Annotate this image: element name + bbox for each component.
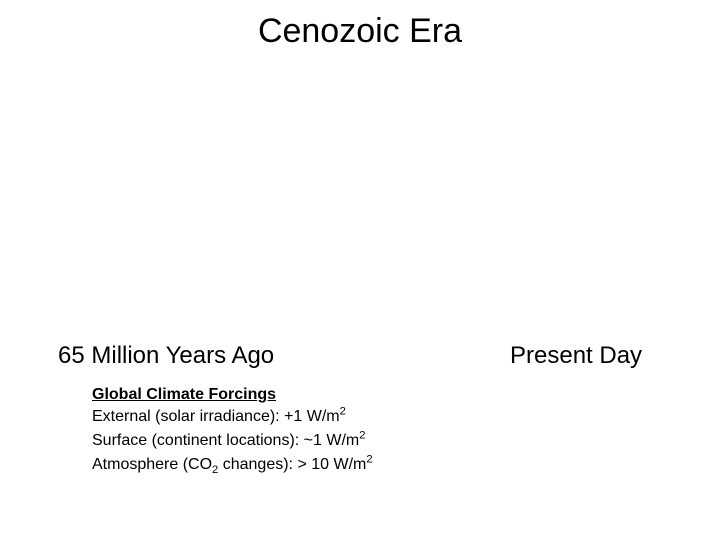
forcings-line-3-text-b: changes): > 10 W/m xyxy=(218,456,366,473)
forcings-block: Global Climate Forcings External (solar … xyxy=(92,386,373,476)
forcings-line-1: External (solar irradiance): +1 W/m2 xyxy=(92,406,373,428)
slide: Cenozoic Era 65 Million Years Ago Presen… xyxy=(0,0,720,540)
forcings-line-1-sup: 2 xyxy=(340,406,346,418)
forcings-line-2-sup: 2 xyxy=(359,430,365,442)
forcings-line-2-text: Surface (continent locations): ~1 W/m xyxy=(92,432,359,449)
forcings-line-3-text-a: Atmosphere (CO xyxy=(92,456,212,473)
forcings-line-3: Atmosphere (CO2 changes): > 10 W/m2 xyxy=(92,454,373,476)
slide-title: Cenozoic Era xyxy=(0,12,720,51)
timeline-start-label: 65 Million Years Ago xyxy=(58,342,274,370)
forcings-line-2: Surface (continent locations): ~1 W/m2 xyxy=(92,430,373,452)
timeline-end-label: Present Day xyxy=(510,342,642,370)
forcings-heading: Global Climate Forcings xyxy=(92,386,373,404)
forcings-line-3-sup: 2 xyxy=(366,454,372,466)
forcings-line-1-text: External (solar irradiance): +1 W/m xyxy=(92,408,340,425)
